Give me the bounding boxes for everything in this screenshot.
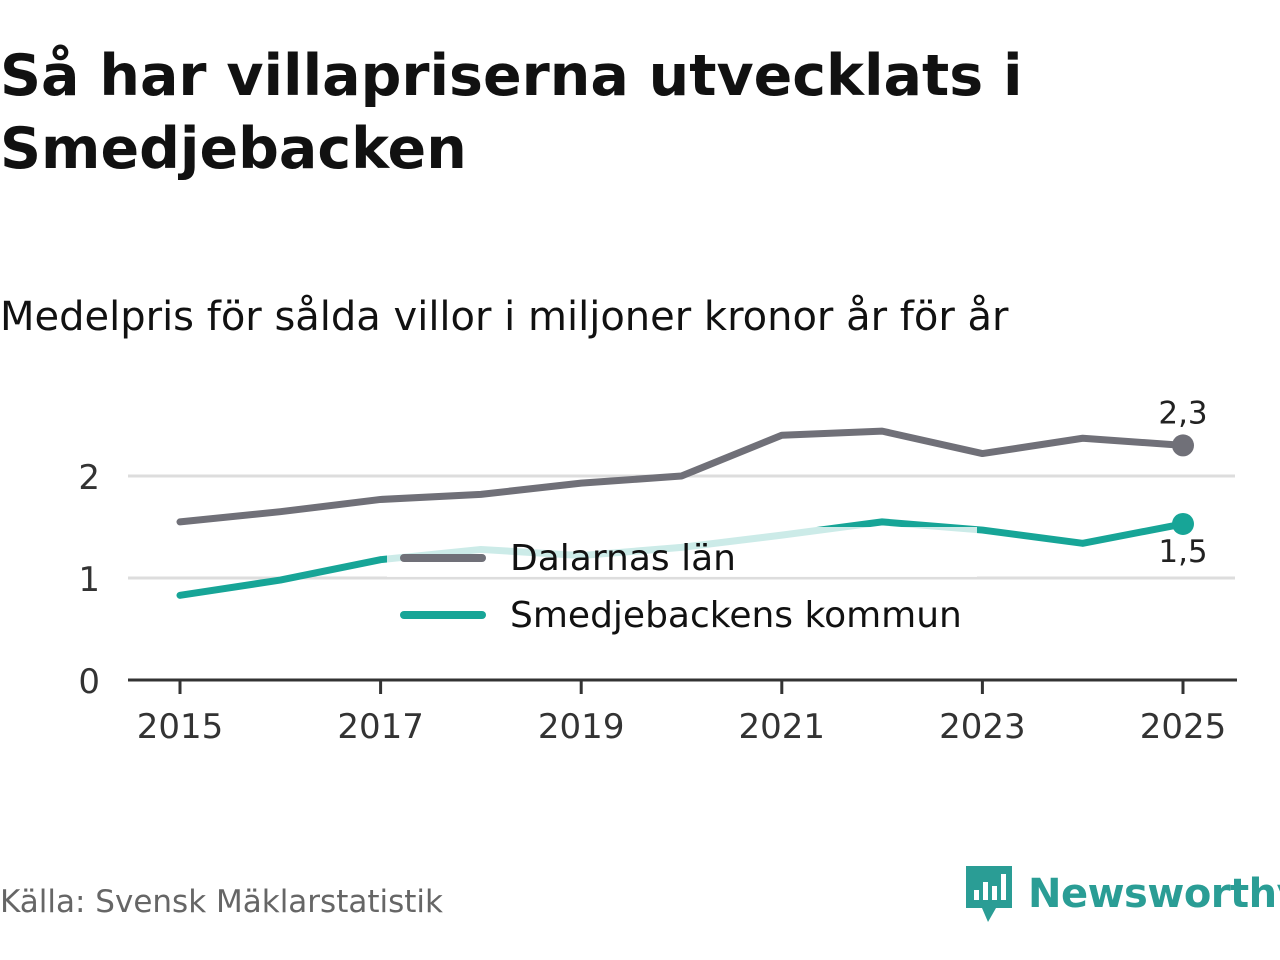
legend-label-1: Smedjebackens kommun xyxy=(510,595,962,636)
x-tick-label-2023: 2023 xyxy=(939,707,1026,747)
newsworthy-logo-icon xyxy=(966,866,1012,922)
series-end-label-1: 1,5 xyxy=(1158,534,1207,570)
source-note: Källa: Svensk Mäklarstatistik xyxy=(0,884,443,920)
x-tick-label-2015: 2015 xyxy=(137,707,224,747)
y-tick-label-0: 0 xyxy=(78,662,100,702)
series-end-point-0 xyxy=(1172,434,1194,457)
series-end-point-1 xyxy=(1172,512,1194,535)
series-line-0 xyxy=(176,427,1187,526)
legend-backdrop xyxy=(387,527,977,577)
x-axis: 2015 2017 2019 2021 2023 2025 xyxy=(128,678,1237,747)
x-tick-label-2025: 2025 xyxy=(1140,707,1227,747)
y-tick-label-2: 2 xyxy=(78,458,100,498)
brand: Newsworthy xyxy=(964,864,1280,924)
x-tick-label-2021: 2021 xyxy=(739,707,826,747)
x-tick-label-2019: 2019 xyxy=(538,707,625,747)
legend-label-0: Dalarnas län xyxy=(510,538,736,579)
y-tick-label-1: 1 xyxy=(78,560,100,600)
chart-subtitle: Medelpris för sålda villor i miljoner kr… xyxy=(0,294,1009,340)
x-tick-label-2017: 2017 xyxy=(337,707,424,747)
series-end-label-0: 2,3 xyxy=(1158,395,1207,431)
legend: Dalarnas län Smedjebackens kommun xyxy=(387,527,977,636)
line-chart: 0 1 2 Dalarnas län Smedjebackens kommun 2,3… xyxy=(78,395,1237,747)
series-foreground: 2,3 1,5 xyxy=(1158,395,1207,570)
y-axis-ticks: 0 1 2 xyxy=(78,458,100,702)
chart-title: Så har villapriserna utvecklats i Smedje… xyxy=(0,43,1023,182)
brand-name: Newsworthy xyxy=(1028,871,1280,917)
